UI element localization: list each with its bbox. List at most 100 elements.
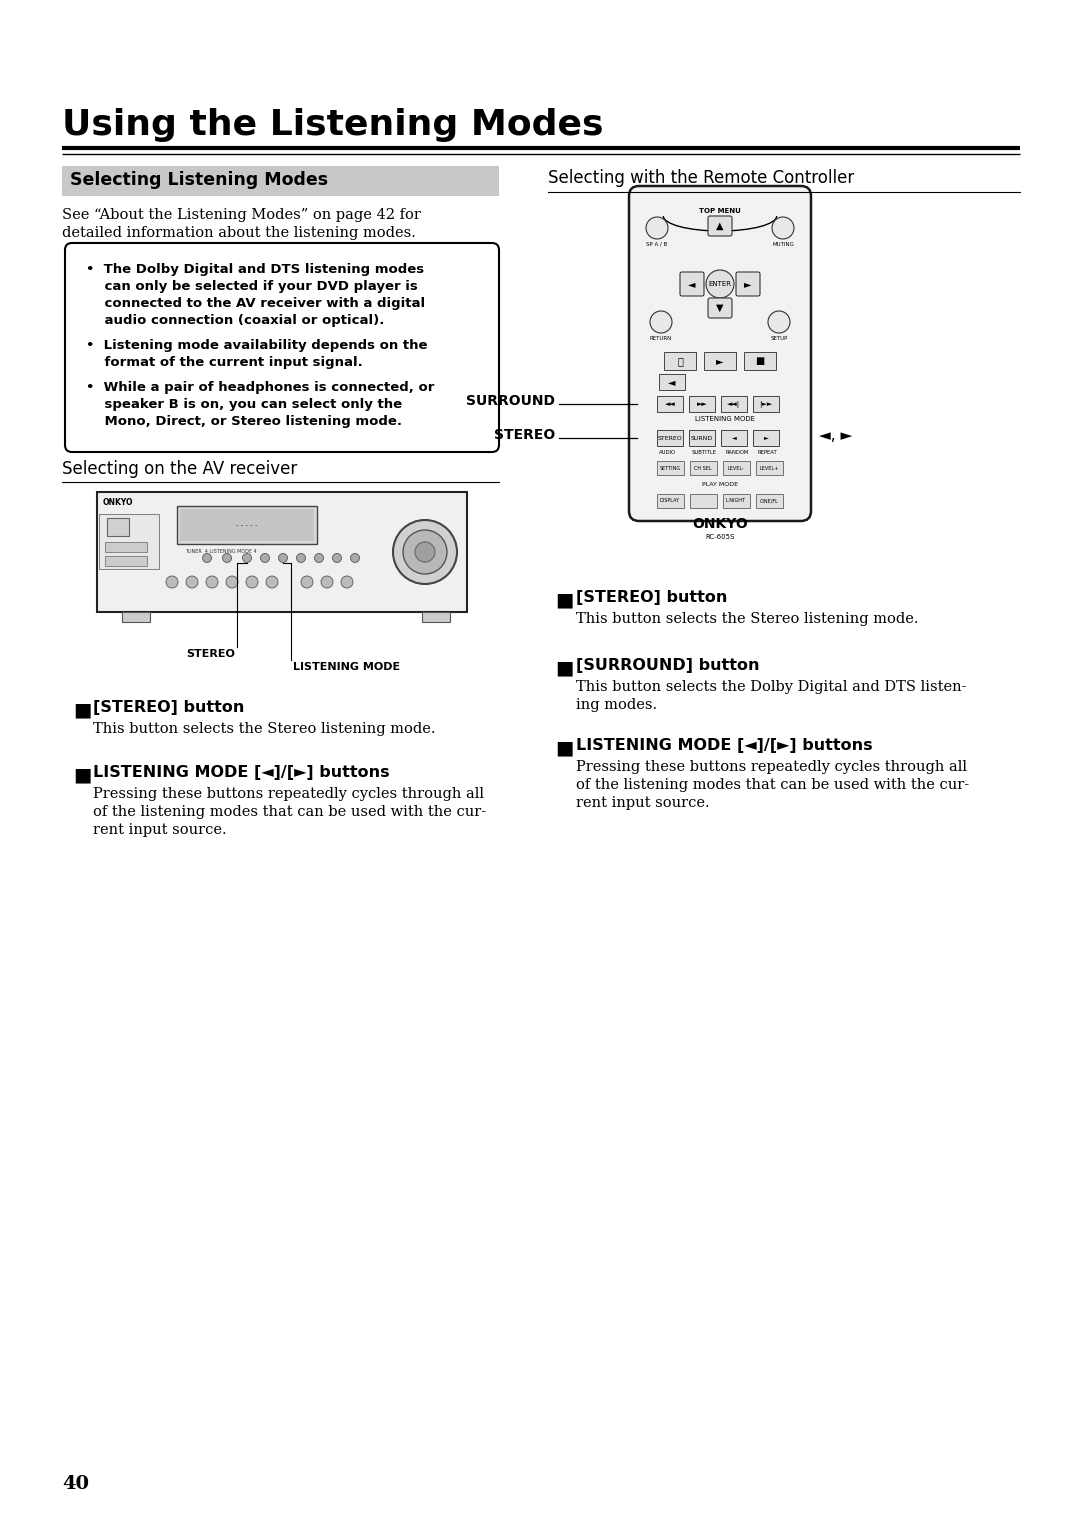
Bar — [62, 167, 499, 196]
Bar — [177, 506, 318, 544]
Text: ■: ■ — [755, 356, 765, 367]
Circle shape — [266, 576, 278, 588]
Circle shape — [314, 553, 324, 562]
Circle shape — [772, 217, 794, 238]
Text: •  Listening mode availability depends on the: • Listening mode availability depends on… — [86, 339, 428, 351]
Text: [STEREO] button: [STEREO] button — [93, 700, 244, 715]
Text: SURND: SURND — [691, 435, 713, 440]
Text: speaker B is on, you can select only the: speaker B is on, you can select only the — [86, 397, 402, 411]
Bar — [756, 494, 783, 507]
Text: ◄: ◄ — [669, 377, 676, 387]
Text: RC-605S: RC-605S — [705, 533, 734, 539]
Circle shape — [297, 553, 306, 562]
Bar — [690, 494, 717, 507]
Text: DISPLAY: DISPLAY — [660, 498, 680, 504]
Text: ►: ► — [716, 356, 724, 367]
Text: ENTER: ENTER — [708, 281, 731, 287]
Text: Selecting Listening Modes: Selecting Listening Modes — [70, 171, 328, 189]
Bar — [721, 429, 747, 446]
Circle shape — [260, 553, 270, 562]
Text: RETURN: RETURN — [650, 336, 672, 341]
Text: Selecting on the AV receiver: Selecting on the AV receiver — [62, 460, 297, 478]
Text: STEREO: STEREO — [186, 649, 235, 659]
Text: ■: ■ — [73, 700, 92, 720]
Circle shape — [341, 576, 353, 588]
Text: audio connection (coaxial or optical).: audio connection (coaxial or optical). — [86, 313, 384, 327]
Text: ►: ► — [764, 435, 768, 440]
Text: ▲: ▲ — [716, 222, 724, 231]
Text: ⏸: ⏸ — [677, 356, 683, 367]
Text: Pressing these buttons repeatedly cycles through all: Pressing these buttons repeatedly cycles… — [93, 787, 484, 801]
Text: LISTENING MODE: LISTENING MODE — [293, 662, 400, 672]
Bar — [657, 429, 683, 446]
Text: format of the current input signal.: format of the current input signal. — [86, 356, 363, 368]
Circle shape — [646, 217, 669, 238]
Text: •  While a pair of headphones is connected, or: • While a pair of headphones is connecte… — [86, 380, 434, 394]
Circle shape — [351, 553, 360, 562]
Text: ◄◄: ◄◄ — [664, 400, 675, 406]
Circle shape — [279, 553, 287, 562]
Text: SETTING: SETTING — [660, 466, 680, 471]
Text: LISTENING MODE [◄]/[►] buttons: LISTENING MODE [◄]/[►] buttons — [93, 766, 390, 779]
Text: Using the Listening Modes: Using the Listening Modes — [62, 108, 604, 142]
Text: PLAY MODE: PLAY MODE — [702, 481, 738, 487]
Bar — [753, 396, 779, 413]
Text: ■: ■ — [555, 590, 573, 610]
Text: ONKYO: ONKYO — [692, 516, 747, 532]
FancyBboxPatch shape — [680, 272, 704, 296]
Text: Mono, Direct, or Stereo listening mode.: Mono, Direct, or Stereo listening mode. — [86, 416, 402, 428]
Text: LISTENING MODE [◄]/[►] buttons: LISTENING MODE [◄]/[►] buttons — [576, 738, 873, 753]
Circle shape — [333, 553, 341, 562]
Bar — [744, 351, 777, 370]
Circle shape — [186, 576, 198, 588]
Bar — [105, 556, 147, 565]
Text: This button selects the Dolby Digital and DTS listen-: This button selects the Dolby Digital an… — [576, 680, 967, 694]
Text: STEREO: STEREO — [494, 428, 555, 442]
Bar — [107, 518, 129, 536]
Text: ►►: ►► — [697, 400, 707, 406]
Text: ing modes.: ing modes. — [576, 698, 657, 712]
Text: ◄: ◄ — [731, 435, 737, 440]
Text: TOP MENU: TOP MENU — [699, 208, 741, 214]
Bar — [422, 613, 450, 622]
FancyBboxPatch shape — [708, 215, 732, 235]
Text: STEREO: STEREO — [658, 435, 683, 440]
Text: LEVEL-: LEVEL- — [728, 466, 744, 471]
Bar — [756, 461, 783, 475]
Text: ■: ■ — [555, 659, 573, 677]
Text: •  The Dolby Digital and DTS listening modes: • The Dolby Digital and DTS listening mo… — [86, 263, 424, 277]
Circle shape — [243, 553, 252, 562]
Text: detailed information about the listening modes.: detailed information about the listening… — [62, 226, 416, 240]
Bar — [657, 494, 684, 507]
Text: SURROUND: SURROUND — [465, 394, 555, 408]
Text: [STEREO] button: [STEREO] button — [576, 590, 727, 605]
Bar — [721, 396, 747, 413]
Bar — [97, 492, 467, 613]
Bar — [664, 351, 696, 370]
Text: CINE/FL: CINE/FL — [759, 498, 779, 504]
Text: ■: ■ — [73, 766, 92, 784]
Text: TUNER  4 LISTENING MODE 4: TUNER 4 LISTENING MODE 4 — [185, 549, 257, 555]
FancyBboxPatch shape — [735, 272, 760, 296]
Bar — [659, 374, 685, 390]
Text: This button selects the Stereo listening mode.: This button selects the Stereo listening… — [576, 613, 918, 626]
Bar — [753, 429, 779, 446]
Bar — [704, 351, 735, 370]
Text: RANDOM: RANDOM — [725, 451, 748, 455]
Bar — [657, 396, 683, 413]
Circle shape — [206, 576, 218, 588]
Circle shape — [415, 542, 435, 562]
Text: CH SEL: CH SEL — [694, 466, 712, 471]
Bar — [99, 513, 159, 568]
Text: ▼: ▼ — [716, 303, 724, 313]
Text: SETUP: SETUP — [770, 336, 787, 341]
Text: 40: 40 — [62, 1475, 89, 1493]
Text: [SURROUND] button: [SURROUND] button — [576, 659, 759, 672]
Circle shape — [226, 576, 238, 588]
Text: ►: ► — [744, 280, 752, 289]
Text: Pressing these buttons repeatedly cycles through all: Pressing these buttons repeatedly cycles… — [576, 759, 967, 775]
Text: rent input source.: rent input source. — [93, 824, 227, 837]
Text: SP A / B: SP A / B — [646, 241, 667, 248]
Circle shape — [222, 553, 231, 562]
Text: This button selects the Stereo listening mode.: This button selects the Stereo listening… — [93, 723, 435, 736]
